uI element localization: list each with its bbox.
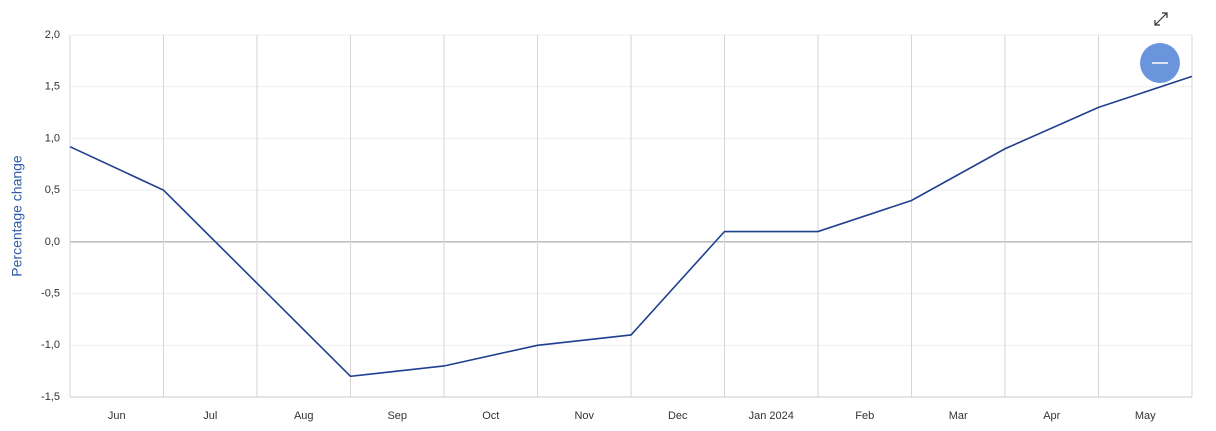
y-tick-label: -0,5 bbox=[41, 287, 60, 299]
x-tick-label: Feb bbox=[855, 410, 874, 422]
x-tick-label: Oct bbox=[482, 410, 499, 422]
y-axis-label: Percentage change bbox=[9, 155, 25, 277]
x-tick-label: Aug bbox=[294, 410, 314, 422]
y-tick-label: 0,0 bbox=[45, 236, 60, 248]
expand-glyph bbox=[1154, 12, 1168, 26]
y-tick-label: 2,0 bbox=[45, 29, 60, 41]
expand-icon[interactable] bbox=[1154, 12, 1168, 26]
y-tick-label: -1,0 bbox=[41, 339, 60, 351]
x-tick-label: Dec bbox=[668, 410, 688, 422]
x-tick-label: Mar bbox=[949, 410, 968, 422]
x-tick-label: May bbox=[1135, 410, 1156, 422]
y-tick-label: 0,5 bbox=[45, 184, 60, 196]
x-tick-label: Jan 2024 bbox=[749, 410, 794, 422]
x-tick-label: Jun bbox=[108, 410, 126, 422]
data-line bbox=[69, 75, 1193, 378]
x-tick-label: Sep bbox=[387, 410, 407, 422]
y-tick-label: -1,5 bbox=[41, 391, 60, 403]
x-tick-label: Nov bbox=[574, 410, 594, 422]
y-tick-label: 1,0 bbox=[45, 132, 60, 144]
x-tick-label: Jul bbox=[203, 410, 217, 422]
plot: -1,5 -1,0 -0,5 0,0 0,5 1,0 1,5 2,0 Jun Jul Aug Sep O… bbox=[41, 29, 1193, 422]
y-tick-label: 1,5 bbox=[45, 81, 60, 93]
x-tick-label: Apr bbox=[1043, 410, 1060, 422]
zoom-out-button[interactable] bbox=[1140, 43, 1180, 83]
